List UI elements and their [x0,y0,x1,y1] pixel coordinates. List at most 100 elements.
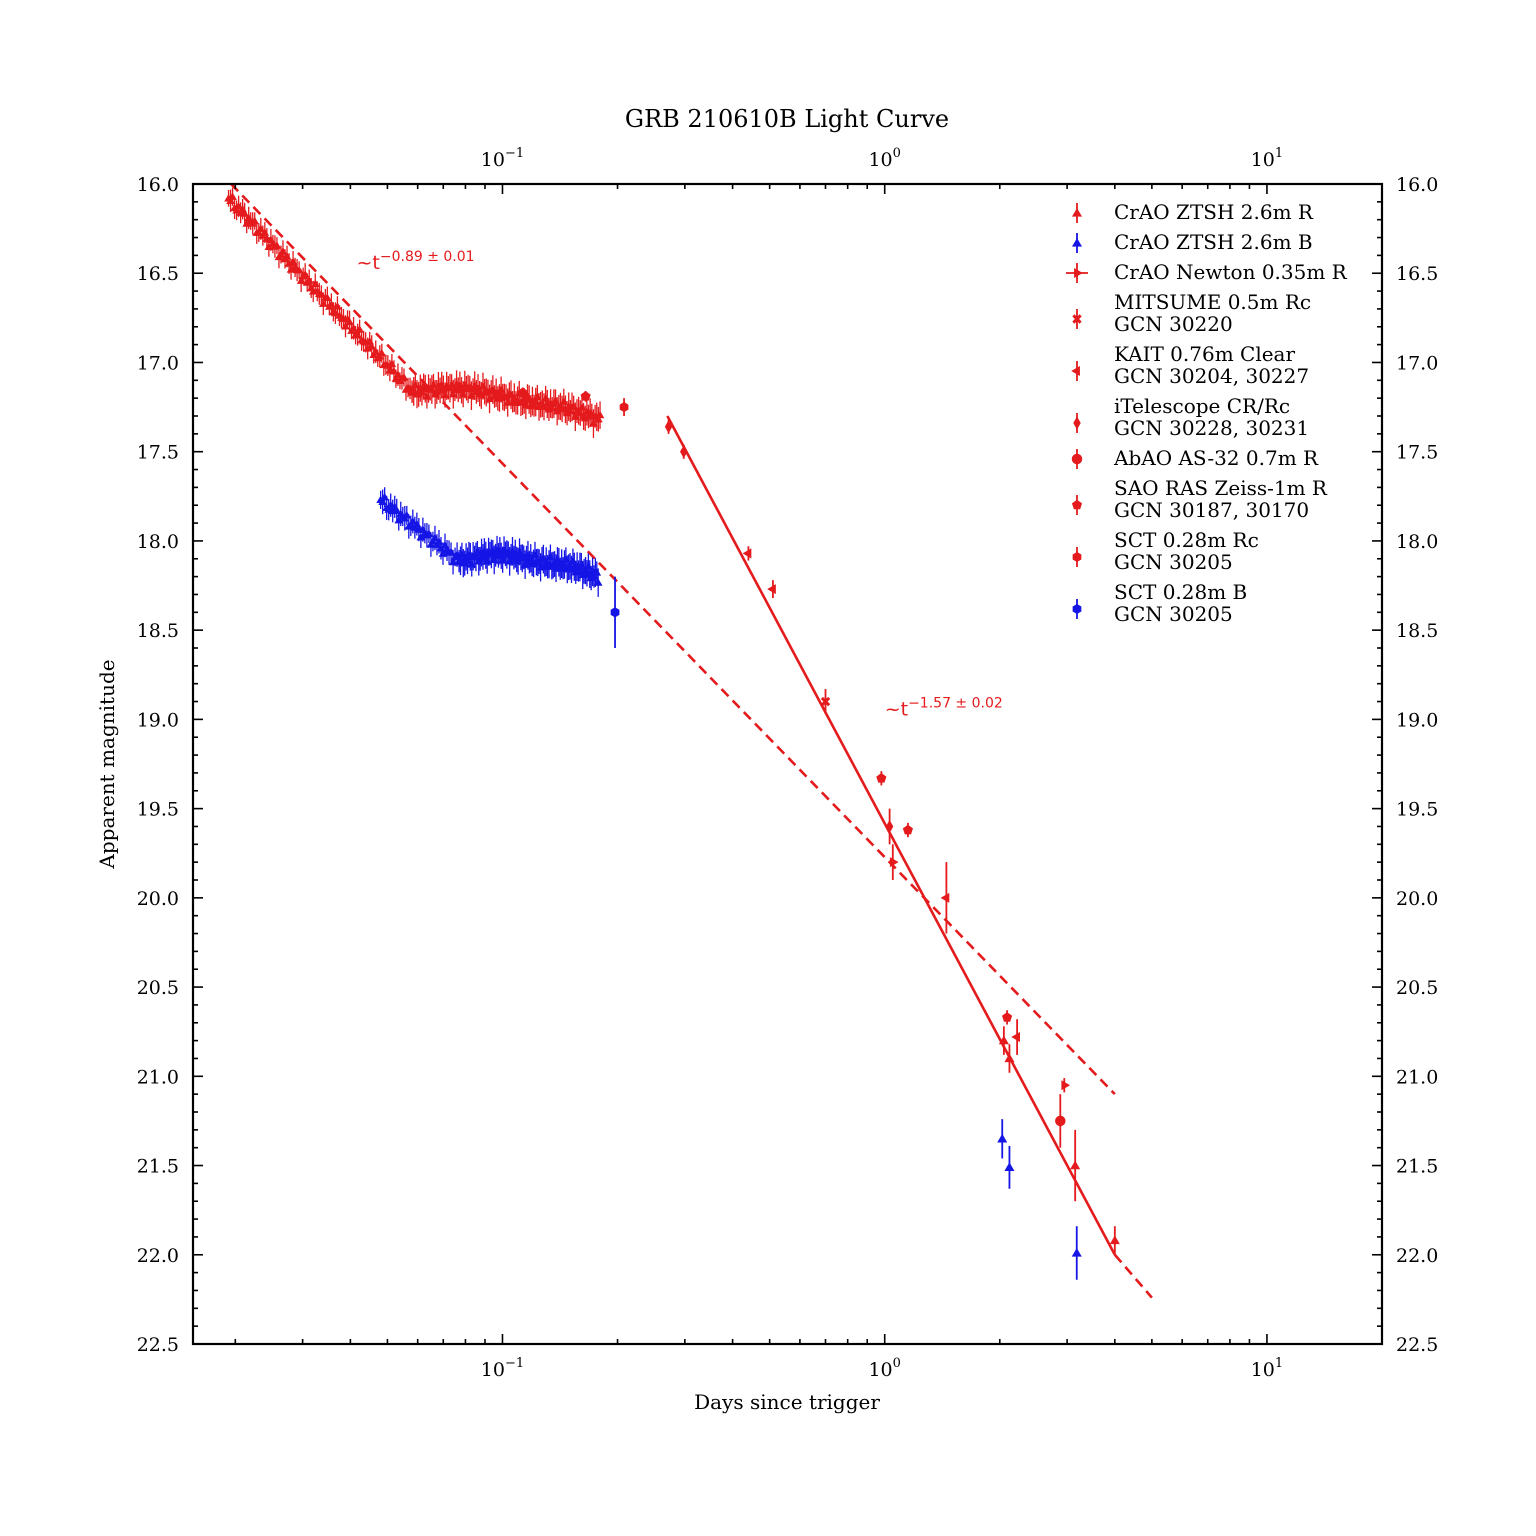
legend-marker [1071,207,1083,217]
series-8 [495,387,1013,1025]
legend-label: iTelescope CR/Rc [1114,394,1290,418]
legend-marker [1071,365,1080,377]
legend-marker [1071,237,1083,247]
series-8-pt4-marker [580,391,591,401]
y-tick-label-right-8: 19.5 [1396,799,1438,821]
series-1-seg1-pt114-marker [595,410,605,419]
y-tick-label-left-8: 19.5 [137,799,179,821]
legend-entry-3: CrAO Newton 0.35m R [1066,260,1348,284]
series-10 [610,576,620,648]
series-1-pt0-marker [998,1035,1009,1045]
series-6-pt2-marker [885,819,894,834]
series-4-pt0-marker [820,696,831,707]
x-tick-label-exponent: 0 [893,1356,901,1371]
y-tick-label-left-6: 18.5 [137,620,179,642]
legend-label: AbAO AS-32 0.7m R [1113,446,1319,470]
series-2-seg1-pt99-marker [593,578,603,586]
series-5-pt3-marker [1011,1032,1020,1043]
y-tick-label-left-12: 21.5 [137,1156,179,1178]
y-tick-label-left-10: 20.5 [137,977,179,999]
legend-entry-7: AbAO AS-32 0.7m R [1071,446,1319,470]
annotation-1: ~t−0.89 ± 0.01 [356,249,474,274]
legend-entry-1: CrAO ZTSH 2.6m R [1071,200,1314,224]
y-tick-label-right-7: 19.0 [1396,709,1438,731]
x-tick-label-bottom-2: 100 [868,1356,900,1381]
y-tick-label-right-5: 18.0 [1396,531,1438,553]
series-5-pt2-marker [940,892,950,903]
y-axis-label: Apparent magnitude [95,659,119,869]
series-5-pt0-marker [742,548,752,559]
series-2-pt0-marker [997,1133,1008,1143]
series-1-pt3-marker [1109,1235,1120,1245]
x-tick-label-base: 10 [481,149,505,171]
plot-frame [191,182,1384,1346]
legend-label: GCN 30187, 30170 [1114,498,1309,522]
y-tick-label-right-10: 20.5 [1396,977,1438,999]
series-3 [889,844,1071,1093]
y-tick-label-right-4: 17.5 [1396,442,1438,464]
y-tick-label-left-7: 19.0 [137,709,179,731]
series-7 [1055,1094,1066,1148]
series-1 [224,187,1120,1255]
series-5 [742,546,1020,1055]
series-2 [376,487,1082,1280]
y-tick-label-left-5: 18.0 [137,531,179,553]
y-tick-label-right-9: 20.0 [1396,888,1438,910]
y-tick-label-left-11: 21.0 [137,1066,179,1088]
legend-marker [1071,453,1083,465]
x-tick-label-base: 10 [868,1359,892,1381]
x-tick-label-exponent: −1 [505,146,524,161]
legend-label: GCN 30228, 30231 [1114,416,1309,440]
series-6 [664,419,894,845]
y-tick-label-right-11: 21.0 [1396,1066,1438,1088]
series-2-pt2-marker [1071,1247,1082,1257]
series-2-pt1-marker [1004,1162,1015,1171]
series-6-pt1-marker [680,445,688,459]
legend-label: GCN 30205 [1114,550,1233,574]
chart-title: GRB 210610B Light Curve [625,105,949,133]
x-tick-label-bottom-3: 101 [1251,1356,1283,1381]
x-tick-label-top-3: 101 [1251,146,1283,171]
series-9-pt0-marker [619,402,629,413]
series-1-pt1-marker [1004,1053,1015,1063]
y-tick-label-left-9: 20.0 [137,888,179,910]
y-tick-label-right-13: 22.0 [1396,1245,1438,1267]
legend-marker [1071,499,1083,510]
series-9 [619,398,629,416]
legend-marker [1072,603,1082,615]
legend-label: GCN 30204, 30227 [1114,364,1309,388]
legend-label: SAO RAS Zeiss-1m R [1114,476,1328,500]
series-8-pt2-marker [1002,1012,1013,1022]
x-tick-label-base: 10 [1251,1359,1275,1381]
legend-label: CrAO ZTSH 2.6m B [1114,230,1313,254]
legend-label: GCN 30205 [1114,602,1233,626]
y-tick-label-right-12: 21.5 [1396,1156,1438,1178]
x-tick-label-top-1: 10−1 [481,146,524,171]
series-10-pt0-marker [610,607,620,618]
fit-line-3 [1113,1253,1153,1299]
x-tick-label-exponent: −1 [505,1356,524,1371]
y-tick-label-left-14: 22.5 [137,1334,179,1356]
annotation-2: ~t−1.57 ± 0.02 [885,695,1003,720]
y-tick-label-left-2: 16.5 [137,263,179,285]
series-7-pt0-marker [1055,1115,1066,1127]
legend-marker [1074,267,1083,279]
series-3-pt0-marker [889,857,899,868]
x-tick-label-exponent: 0 [893,146,901,161]
legend-marker [1072,551,1082,563]
legend: CrAO ZTSH 2.6m R CrAO ZTSH 2.6m B CrAO New… [1066,200,1348,626]
legend-label: SCT 0.28m Rc [1114,528,1259,552]
y-tick-label-right-3: 17.0 [1396,352,1438,374]
series-4 [820,689,831,715]
annotation-2-base: ~t [885,698,908,720]
y-tick-label-left-13: 22.0 [137,1245,179,1267]
series-1-pt2-marker [1070,1160,1081,1170]
x-tick-label-exponent: 1 [1275,146,1283,161]
